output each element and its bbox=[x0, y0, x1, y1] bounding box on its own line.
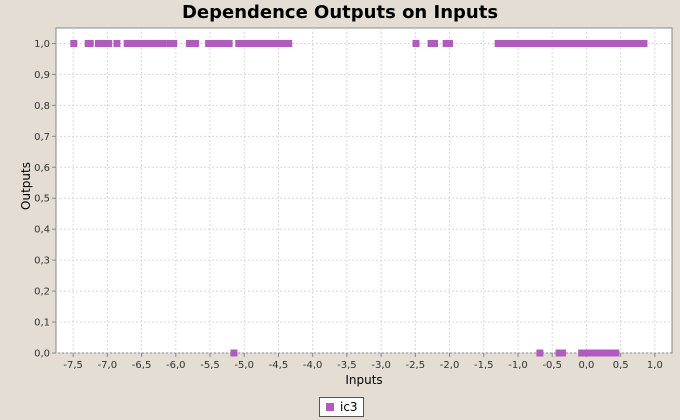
x-tick-label: -1,5 bbox=[474, 360, 494, 371]
data-point bbox=[285, 39, 293, 47]
y-tick-label: 0,2 bbox=[34, 287, 50, 298]
y-axis-label: Outputs bbox=[19, 162, 33, 210]
x-tick-label: 0,0 bbox=[578, 360, 594, 371]
plot-background bbox=[55, 27, 673, 354]
x-tick-label: 1,0 bbox=[647, 360, 663, 371]
data-point bbox=[170, 39, 178, 47]
y-tick-label: 0,0 bbox=[34, 349, 50, 360]
y-tick-label: 1,0 bbox=[34, 39, 50, 50]
data-point bbox=[113, 39, 121, 47]
x-tick-label: -6,0 bbox=[166, 360, 186, 371]
x-tick-label: 0,5 bbox=[613, 360, 629, 371]
x-tick-label: -2,5 bbox=[406, 360, 426, 371]
legend-label-ic3: ic3 bbox=[340, 400, 358, 414]
x-tick-label: -4,0 bbox=[303, 360, 323, 371]
data-point bbox=[211, 39, 219, 47]
x-tick-label: -4,5 bbox=[269, 360, 289, 371]
y-tick-label: 0,4 bbox=[34, 225, 50, 236]
data-point bbox=[536, 349, 544, 357]
x-tick-label: -5,0 bbox=[234, 360, 254, 371]
y-tick-label: 0,7 bbox=[34, 132, 50, 143]
x-tick-label: -5,5 bbox=[200, 360, 220, 371]
data-point bbox=[412, 39, 420, 47]
data-point bbox=[159, 39, 167, 47]
x-tick-label: -2,0 bbox=[440, 360, 460, 371]
data-point bbox=[230, 349, 238, 357]
x-tick-label: -6,5 bbox=[132, 360, 152, 371]
data-point bbox=[70, 39, 78, 47]
x-tick-label: -1,0 bbox=[508, 360, 528, 371]
data-point bbox=[225, 39, 233, 47]
x-tick-label: -0,5 bbox=[542, 360, 562, 371]
data-point bbox=[166, 39, 174, 47]
data-point bbox=[105, 39, 113, 47]
chart-title: Dependence Outputs on Inputs bbox=[181, 2, 499, 23]
y-tick-label: 0,1 bbox=[34, 318, 50, 329]
x-tick-label: -3,0 bbox=[371, 360, 391, 371]
data-point bbox=[640, 39, 648, 47]
legend: ic3 bbox=[319, 397, 364, 417]
data-point bbox=[430, 39, 438, 47]
x-tick-label: -7,0 bbox=[98, 360, 118, 371]
y-tick-label: 0,8 bbox=[34, 101, 50, 112]
data-point bbox=[612, 349, 620, 357]
y-tick-label: 0,6 bbox=[34, 163, 50, 174]
legend-swatch-ic3 bbox=[326, 403, 334, 411]
data-point bbox=[134, 39, 142, 47]
x-tick-label: -3,5 bbox=[337, 360, 357, 371]
data-point bbox=[558, 349, 566, 357]
y-tick-label: 0,3 bbox=[34, 256, 50, 267]
data-point bbox=[446, 39, 454, 47]
y-tick-label: 0,9 bbox=[34, 70, 50, 81]
data-points bbox=[70, 39, 648, 357]
data-point bbox=[86, 39, 94, 47]
x-axis-label: Inputs bbox=[345, 373, 383, 387]
data-point bbox=[192, 39, 200, 47]
x-tick-label: -7,5 bbox=[63, 360, 83, 371]
y-tick-label: 0,5 bbox=[34, 194, 50, 205]
axes: -7,5 -7,0 -6,5 -6,0 -5,5 -5,0 -4,5 -4,0 -3,5 -3,0… bbox=[34, 39, 663, 371]
